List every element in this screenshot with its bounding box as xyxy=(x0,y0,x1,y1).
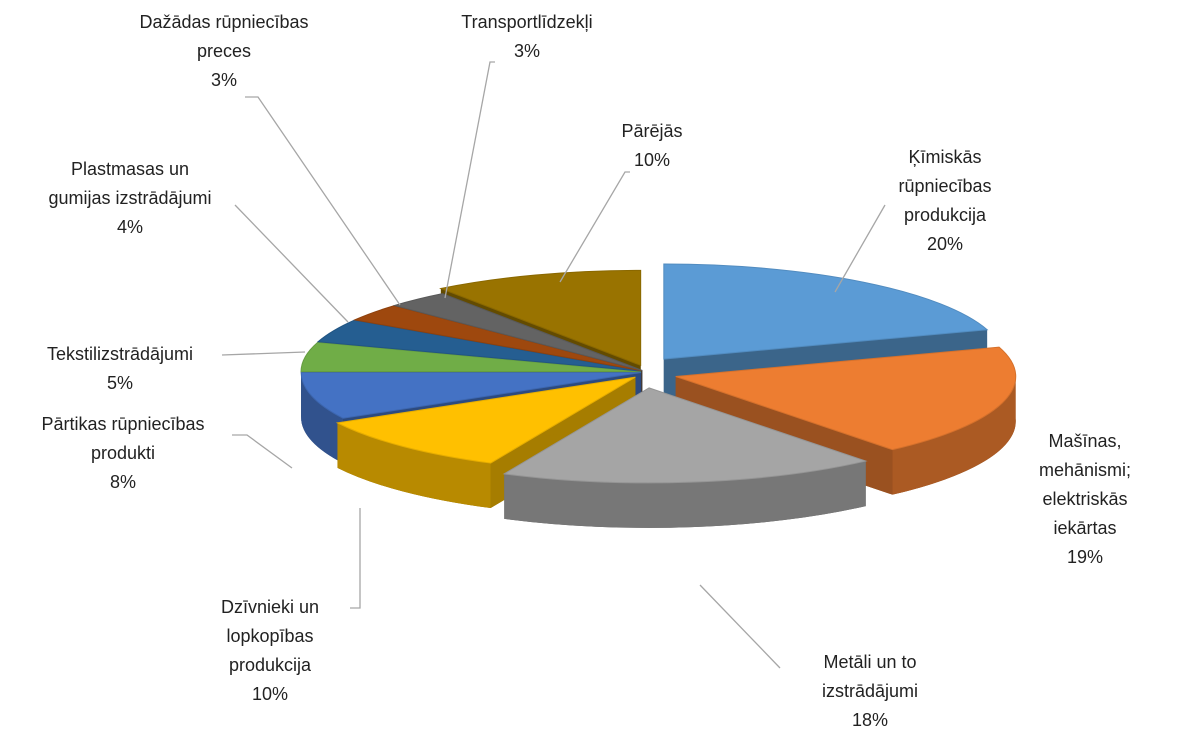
data-label: Dažādas rūpniecības preces 3% xyxy=(139,8,308,95)
label-value: 19% xyxy=(1066,547,1104,567)
data-label: Ķīmiskās rūpniecības produkcija 20% xyxy=(898,143,991,259)
label-value: 4% xyxy=(116,217,143,237)
slice xyxy=(300,341,642,373)
leader-line xyxy=(834,204,886,293)
label-value: 5% xyxy=(106,373,134,393)
label-name: Ķīmiskās rūpniecības produkcija xyxy=(898,147,992,225)
label-name: Tekstilizstrādājumi xyxy=(46,344,194,364)
data-label: Mašīnas, mehānismi; elektriskās iekārtas… xyxy=(1030,427,1141,572)
label-name: Plastmasas un gumijas izstrādājumi xyxy=(48,159,212,208)
leader-line xyxy=(221,351,306,356)
leader-line xyxy=(234,204,349,323)
label-name: Transportlīdzekļi xyxy=(461,12,593,32)
data-label: Dzīvnieki un lopkopības produkcija 10% xyxy=(221,593,319,709)
data-label: Plastmasas un gumijas izstrādājumi 4% xyxy=(48,155,211,242)
label-value: 10% xyxy=(251,684,289,704)
leader-line xyxy=(444,61,495,299)
label-value: 3% xyxy=(513,41,541,61)
slice xyxy=(439,269,642,367)
label-name: Pārējās xyxy=(621,121,683,141)
slice xyxy=(335,376,636,464)
label-name: Dzīvnieki un lopkopības produkcija xyxy=(220,597,320,675)
slice xyxy=(392,293,643,371)
leader-line xyxy=(699,584,781,669)
slice xyxy=(502,387,868,484)
label-name: Dažādas rūpniecības preces xyxy=(139,12,309,61)
leader-line xyxy=(232,434,293,469)
label-value: 8% xyxy=(109,472,136,492)
label-name: Metāli un to izstrādājumi xyxy=(821,652,919,701)
label-value: 18% xyxy=(851,710,889,730)
label-name: Pārtikas rūpniecības produkti xyxy=(41,414,205,463)
leader-line xyxy=(245,96,401,306)
slice-wall xyxy=(301,372,344,464)
label-name: Mašīnas, mehānismi; elektriskās iekārtas xyxy=(1038,431,1132,538)
label-value: 20% xyxy=(926,234,964,254)
slice-wall xyxy=(504,461,866,528)
data-label: Transportlīdzekļi 3% xyxy=(461,8,592,66)
data-label: Tekstilizstrādājumi 5% xyxy=(47,340,193,398)
slice xyxy=(663,263,989,360)
label-value: 3% xyxy=(210,70,238,90)
leader-line xyxy=(559,171,630,283)
data-label: Pārējās 10% xyxy=(621,117,682,175)
slice xyxy=(675,346,1017,451)
slice-wall xyxy=(337,422,491,509)
data-label: Pārtikas rūpniecības produkti 8% xyxy=(41,410,204,497)
leader-line xyxy=(350,508,361,609)
label-value: 10% xyxy=(633,150,671,170)
data-label: Metāli un to izstrādājumi 18% xyxy=(822,648,918,735)
slice-wall xyxy=(892,376,1016,495)
slice xyxy=(300,371,642,419)
